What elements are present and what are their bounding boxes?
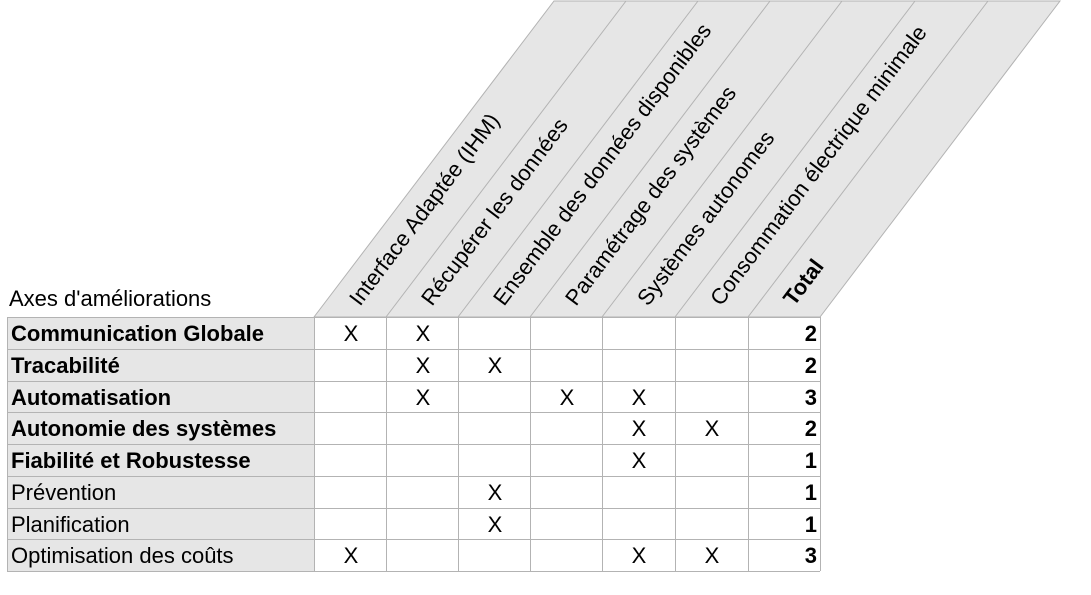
matrix-cell: [676, 318, 748, 349]
matrix-cell: [603, 318, 675, 349]
matrix-cell: X: [415, 321, 431, 346]
row-label: Prévention: [7, 476, 314, 508]
row-label: Autonomie des systèmes: [7, 413, 314, 445]
matrix-cell: [315, 445, 387, 476]
matrix-cell: [387, 445, 459, 476]
matrix-cell: [676, 509, 748, 540]
row-total: 3: [804, 384, 817, 410]
matrix-cell: [315, 382, 387, 413]
matrix-cell: [315, 477, 387, 508]
header-separator: [601, 0, 843, 318]
matrix-cell: X: [487, 479, 503, 505]
grid-line: [386, 317, 387, 571]
grid-line: [7, 539, 820, 540]
axes-label: Axes d'améliorations: [9, 286, 212, 311]
matrix-cell: [459, 318, 531, 349]
matrix-cell: X: [487, 511, 503, 537]
matrix-cell: [459, 445, 531, 476]
matrix-cell: X: [704, 416, 720, 442]
matrix-cell: X: [559, 384, 575, 410]
matrix-cell: [603, 350, 675, 381]
matrix-cell: [459, 382, 531, 413]
matrix-cell: X: [415, 352, 431, 378]
matrix-cell: [531, 540, 603, 571]
matrix-cell: [315, 509, 387, 540]
row-total: 1: [804, 479, 817, 505]
header-separator: [457, 0, 699, 318]
grid-line: [7, 349, 820, 350]
grid-line: [530, 317, 531, 571]
matrix-cell: X: [704, 543, 720, 569]
matrix-cell: X: [631, 448, 647, 473]
matrix-cell: [531, 509, 603, 540]
grid-line: [7, 571, 820, 572]
matrix-cell: [676, 350, 748, 381]
matrix-cell: [387, 509, 459, 540]
header-separator: [529, 0, 771, 318]
matrix-cell: [531, 445, 603, 476]
matrix-cell: X: [631, 416, 647, 442]
row-label: Communication Globale: [7, 318, 314, 349]
row-label: Planification: [7, 508, 314, 540]
grid-line: [7, 476, 820, 477]
grid-line: [748, 317, 749, 571]
matrix-cell: X: [487, 352, 503, 378]
matrix-cell: [603, 477, 675, 508]
grid-line: [7, 444, 820, 445]
row-total: 1: [804, 448, 817, 473]
grid-line: [602, 317, 603, 571]
matrix-cell: [315, 413, 387, 444]
grid-line: [7, 317, 8, 571]
row-label: Optimisation des coûts: [7, 540, 314, 572]
grid-line: [7, 508, 820, 509]
matrix-cell: [315, 350, 387, 381]
matrix-cell: [459, 413, 531, 444]
row-total: 3: [804, 543, 817, 569]
matrix-cell: [676, 382, 748, 413]
matrix-cell: X: [631, 543, 647, 569]
row-total: 2: [804, 352, 817, 378]
row-label: Fiabilité et Robustesse: [7, 445, 314, 476]
grid-line: [7, 381, 820, 382]
row-label: Tracabilité: [7, 349, 314, 381]
grid-line: [675, 317, 676, 571]
row-label: Automatisation: [7, 381, 314, 413]
matrix-cell: [531, 318, 603, 349]
matrix-cell: [387, 540, 459, 571]
grid-line: [7, 317, 820, 318]
row-total: 2: [804, 321, 817, 346]
row-total: 1: [804, 511, 817, 537]
matrix-cell: X: [343, 543, 359, 569]
header-separator: [747, 0, 989, 318]
row-total: 2: [804, 416, 817, 442]
matrix-cell: [676, 477, 748, 508]
matrix-cell: [387, 413, 459, 444]
header-separator: [385, 0, 627, 318]
grid-line: [7, 412, 820, 413]
matrix-cell: [603, 509, 675, 540]
matrix-cell: [676, 445, 748, 476]
matrix-cell: [459, 540, 531, 571]
matrix-cell: X: [415, 384, 431, 410]
matrix-cell: [387, 477, 459, 508]
matrix-cell: [531, 413, 603, 444]
grid-line: [820, 317, 821, 571]
grid-line: [458, 317, 459, 571]
matrix-cell: X: [343, 321, 359, 346]
matrix-cell: [531, 477, 603, 508]
matrix-cell: X: [631, 384, 647, 410]
matrix-cell: [531, 350, 603, 381]
header-separator: [674, 0, 916, 318]
grid-line: [314, 317, 315, 571]
